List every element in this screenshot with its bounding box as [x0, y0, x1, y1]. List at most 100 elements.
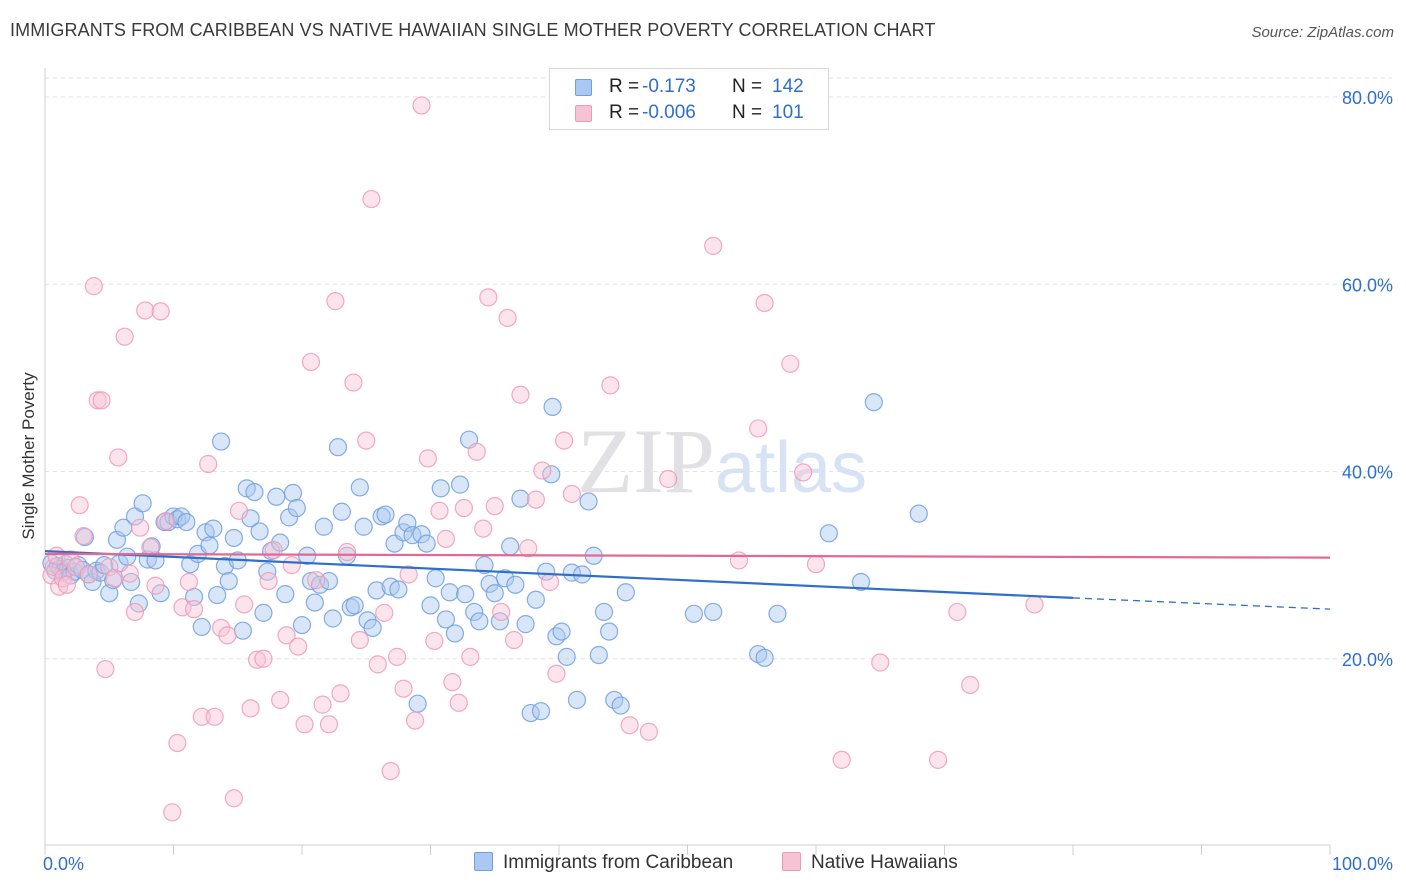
- point-caribbean: [332, 502, 351, 521]
- point-hawaiian: [436, 529, 456, 549]
- point-caribbean: [475, 556, 494, 575]
- chart-source: Source: ZipAtlas.com: [1251, 24, 1394, 41]
- point-hawaiian: [368, 655, 387, 674]
- point-hawaiian: [218, 626, 237, 645]
- point-hawaiian: [498, 308, 517, 328]
- point-hawaiian: [381, 761, 400, 781]
- point-caribbean: [526, 590, 545, 609]
- point-caribbean: [118, 547, 137, 566]
- legend-label-hawaiian: Native Hawaiians: [811, 852, 958, 873]
- point-hawaiian: [125, 602, 145, 622]
- point-hawaiian: [418, 449, 438, 468]
- point-caribbean: [445, 624, 465, 643]
- legend-item-caribbean[interactable]: Immigrants from Caribbean: [474, 852, 733, 874]
- y-tick-label: 20.0%: [1342, 650, 1393, 670]
- point-caribbean: [543, 397, 562, 416]
- point-hawaiian: [430, 501, 449, 520]
- point-caribbean: [600, 622, 619, 641]
- r-value: -0.173: [642, 76, 696, 97]
- chart-title: IMMIGRANTS FROM CARIBBEAN VS NATIVE HAWA…: [10, 20, 936, 40]
- point-hawaiian: [620, 716, 639, 735]
- point-caribbean: [495, 569, 515, 588]
- point-hawaiian: [264, 541, 283, 560]
- point-hawaiian: [961, 675, 980, 695]
- point-caribbean: [271, 533, 290, 552]
- point-caribbean: [301, 571, 321, 591]
- point-caribbean: [258, 562, 277, 581]
- y-tick-label: 40.0%: [1342, 463, 1393, 483]
- x-tick-label: 0.0%: [43, 854, 84, 874]
- point-hawaiian: [375, 603, 394, 622]
- point-hawaiian: [74, 527, 93, 546]
- point-hawaiian: [461, 647, 480, 666]
- point-caribbean: [376, 505, 395, 524]
- point-hawaiian: [156, 512, 175, 531]
- point-hawaiian: [350, 630, 369, 650]
- point-caribbean: [283, 483, 303, 503]
- point-hawaiian: [199, 454, 218, 474]
- point-hawaiian: [387, 647, 407, 666]
- point-hawaiian: [88, 391, 107, 410]
- point-hawaiian: [92, 391, 111, 410]
- point-caribbean: [616, 583, 635, 602]
- legend-item-hawaiian[interactable]: Native Hawaiians: [782, 852, 958, 874]
- legend-swatch-caribbean: [575, 79, 592, 96]
- point-hawaiian: [533, 461, 552, 480]
- point-caribbean: [531, 702, 551, 721]
- trend-layer: [44, 549, 1331, 610]
- point-hawaiian: [781, 354, 800, 373]
- trendline-hawaiian: [44, 552, 1331, 559]
- grid-layer: [45, 77, 1392, 660]
- point-hawaiian: [163, 803, 182, 822]
- point-hawaiian: [454, 498, 474, 518]
- point-hawaiian: [492, 602, 511, 622]
- point-caribbean: [490, 612, 509, 631]
- point-caribbean: [864, 393, 883, 412]
- point-hawaiian: [211, 618, 231, 637]
- point-caribbean: [537, 562, 556, 581]
- point-hawaiian: [344, 373, 363, 392]
- point-hawaiian: [485, 497, 504, 516]
- point-caribbean: [909, 504, 928, 523]
- point-hawaiian: [307, 571, 326, 590]
- point-caribbean: [684, 604, 704, 623]
- point-caribbean: [440, 583, 459, 602]
- point-hawaiian: [192, 707, 211, 726]
- point-hawaiian: [394, 679, 413, 698]
- trendline-caribbean: [44, 549, 1074, 599]
- point-hawaiian: [755, 293, 774, 313]
- r-label: R =: [609, 102, 640, 123]
- point-caribbean: [557, 647, 576, 666]
- point-caribbean: [75, 527, 94, 547]
- point-hawaiian: [405, 711, 425, 730]
- point-hawaiian: [412, 96, 431, 115]
- legend-swatch-caribbean: [474, 852, 493, 871]
- point-caribbean: [354, 517, 373, 536]
- point-hawaiian: [295, 715, 314, 734]
- point-hawaiian: [105, 569, 124, 588]
- n-value: 101: [772, 102, 804, 123]
- point-caribbean: [345, 596, 364, 615]
- point-hawaiian: [399, 565, 418, 584]
- point-caribbean: [542, 465, 561, 484]
- point-caribbean: [579, 492, 598, 511]
- point-caribbean: [367, 581, 386, 600]
- legend-swatch-hawaiian: [575, 105, 592, 122]
- point-hawaiian: [235, 595, 254, 614]
- watermark-atlas: atlas: [715, 428, 867, 508]
- point-hawaiian: [928, 750, 948, 769]
- point-caribbean: [177, 512, 196, 532]
- axis-layer: 20.0% 40.0% 60.0% 80.0% 0.0% 100.0%: [43, 68, 1393, 874]
- point-caribbean: [819, 524, 838, 543]
- point-hawaiian: [425, 631, 444, 651]
- point-caribbean: [456, 585, 475, 604]
- point-hawaiian: [871, 653, 890, 672]
- y-tick-label: 80.0%: [1342, 88, 1393, 108]
- point-hawaiian: [224, 789, 243, 808]
- point-caribbean: [276, 585, 295, 604]
- point-hawaiian: [151, 302, 170, 321]
- point-hawaiian: [511, 385, 530, 404]
- point-caribbean: [611, 696, 630, 715]
- point-hawaiian: [241, 699, 260, 718]
